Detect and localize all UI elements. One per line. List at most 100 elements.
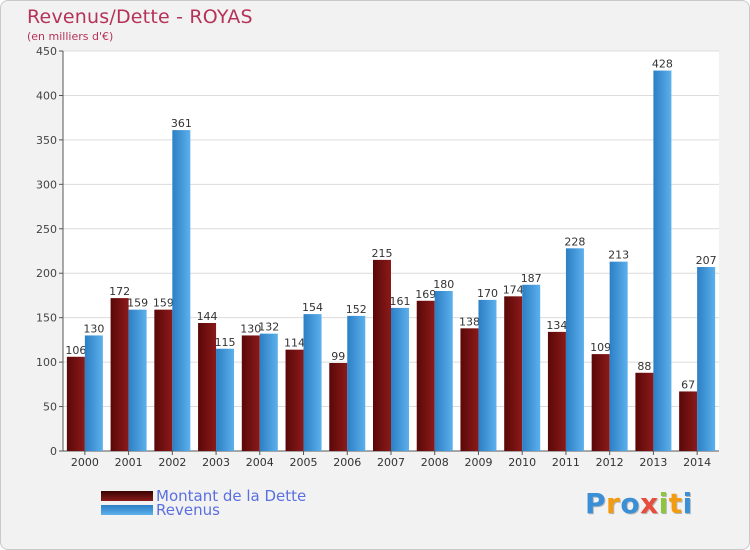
- data-label-dette: 130: [240, 322, 261, 335]
- bar-revenus: [128, 309, 147, 451]
- bar-dette: [154, 309, 173, 451]
- x-tick-label: 2013: [639, 456, 667, 469]
- data-label-revenus: 115: [215, 336, 236, 349]
- data-label-dette: 172: [109, 285, 130, 298]
- data-label-revenus: 152: [346, 303, 367, 316]
- proxiti-logo: Proxiti: [585, 487, 693, 520]
- data-label-revenus: 161: [390, 295, 411, 308]
- x-tick-label: 2012: [596, 456, 624, 469]
- bar-revenus: [84, 335, 103, 451]
- bar-revenus: [303, 314, 322, 451]
- data-label-dette: 67: [681, 378, 695, 391]
- x-tick-label: 2003: [202, 456, 230, 469]
- bar-dette: [504, 296, 523, 451]
- data-label-dette: 169: [415, 288, 436, 301]
- data-label-dette: 99: [331, 350, 345, 363]
- bar-dette: [373, 259, 391, 451]
- data-label-dette: 114: [284, 337, 305, 350]
- y-tick-label: 250: [36, 223, 57, 236]
- y-tick-label: 450: [36, 45, 57, 58]
- y-tick-label: 150: [36, 312, 57, 325]
- x-tick-label: 2008: [421, 456, 449, 469]
- x-tick-label: 2010: [508, 456, 536, 469]
- data-label-dette: 134: [546, 319, 567, 332]
- data-label-revenus: 228: [564, 235, 585, 248]
- y-tick-label: 400: [36, 89, 57, 102]
- logo-letter: P: [585, 487, 607, 520]
- bar-dette: [329, 363, 348, 451]
- legend-item-dette: Montant de la Dette: [101, 487, 307, 505]
- data-label-revenus: 187: [521, 272, 542, 285]
- bar-dette: [460, 328, 479, 451]
- y-tick-label: 350: [36, 134, 57, 147]
- y-tick-label: 0: [50, 445, 57, 458]
- x-tick-label: 2000: [71, 456, 99, 469]
- x-tick-label: 2002: [158, 456, 186, 469]
- data-label-revenus: 170: [477, 287, 498, 300]
- data-label-revenus: 159: [127, 297, 148, 310]
- data-label-revenus: 213: [608, 249, 629, 262]
- bar-revenus: [478, 299, 497, 451]
- data-label-dette: 138: [459, 315, 480, 328]
- legend-swatch-revenus: [101, 505, 153, 515]
- data-label-dette: 106: [65, 344, 86, 357]
- bar-dette: [416, 300, 435, 451]
- logo-letter: i: [658, 487, 669, 520]
- data-label-revenus: 132: [258, 321, 279, 334]
- bar-revenus: [259, 333, 278, 451]
- bar-dette: [679, 391, 698, 451]
- bar-dette: [591, 354, 610, 451]
- bar-revenus: [522, 284, 541, 451]
- x-tick-label: 2001: [115, 456, 143, 469]
- logo-letter: r: [606, 487, 621, 520]
- bar-dette: [285, 349, 304, 451]
- data-label-revenus: 207: [696, 254, 717, 267]
- legend-item-revenus: Revenus: [101, 501, 220, 519]
- y-tick-label: 100: [36, 356, 57, 369]
- bar-dette: [635, 372, 654, 451]
- chart-subtitle: (en milliers d'€): [27, 30, 114, 43]
- x-tick-label: 2011: [552, 456, 580, 469]
- data-label-revenus: 130: [83, 322, 104, 335]
- x-tick-label: 2006: [333, 456, 361, 469]
- data-label-dette: 215: [372, 247, 393, 260]
- logo-letter: o: [620, 487, 641, 520]
- x-tick-label: 2007: [377, 456, 405, 469]
- data-label-dette: 174: [503, 283, 524, 296]
- bar-revenus: [565, 248, 584, 451]
- y-tick-label: 200: [36, 267, 57, 280]
- logo-letter: t: [668, 487, 683, 520]
- bar-revenus: [653, 70, 672, 452]
- y-tick-label: 50: [43, 401, 57, 414]
- data-label-revenus: 180: [433, 278, 454, 291]
- data-label-revenus: 361: [171, 117, 192, 130]
- legend-label-revenus: Revenus: [156, 501, 220, 519]
- bar-revenus: [391, 307, 409, 451]
- logo-letter: i: [682, 487, 693, 520]
- bar-revenus: [216, 348, 235, 451]
- bar-dette: [110, 298, 129, 451]
- bar-revenus: [609, 261, 628, 451]
- data-label-dette: 144: [197, 310, 218, 323]
- bar-dette: [241, 335, 260, 451]
- data-label-revenus: 154: [302, 301, 323, 314]
- bar-dette: [547, 331, 566, 451]
- chart-title: Revenus/Dette - ROYAS: [27, 6, 253, 28]
- data-label-revenus: 428: [652, 58, 673, 71]
- logo-letter: x: [640, 487, 659, 520]
- bar-revenus: [172, 130, 191, 451]
- x-tick-label: 2005: [290, 456, 318, 469]
- x-tick-label: 2004: [246, 456, 274, 469]
- legend-label-dette: Montant de la Dette: [156, 487, 307, 505]
- x-tick-label: 2014: [683, 456, 711, 469]
- data-label-dette: 159: [153, 297, 174, 310]
- bar-revenus: [697, 267, 716, 451]
- bar-dette: [66, 356, 85, 451]
- legend-swatch-dette: [101, 491, 153, 501]
- y-tick-label: 300: [36, 178, 57, 191]
- data-label-dette: 88: [637, 360, 651, 373]
- x-tick-label: 2009: [464, 456, 492, 469]
- bar-revenus: [347, 315, 366, 451]
